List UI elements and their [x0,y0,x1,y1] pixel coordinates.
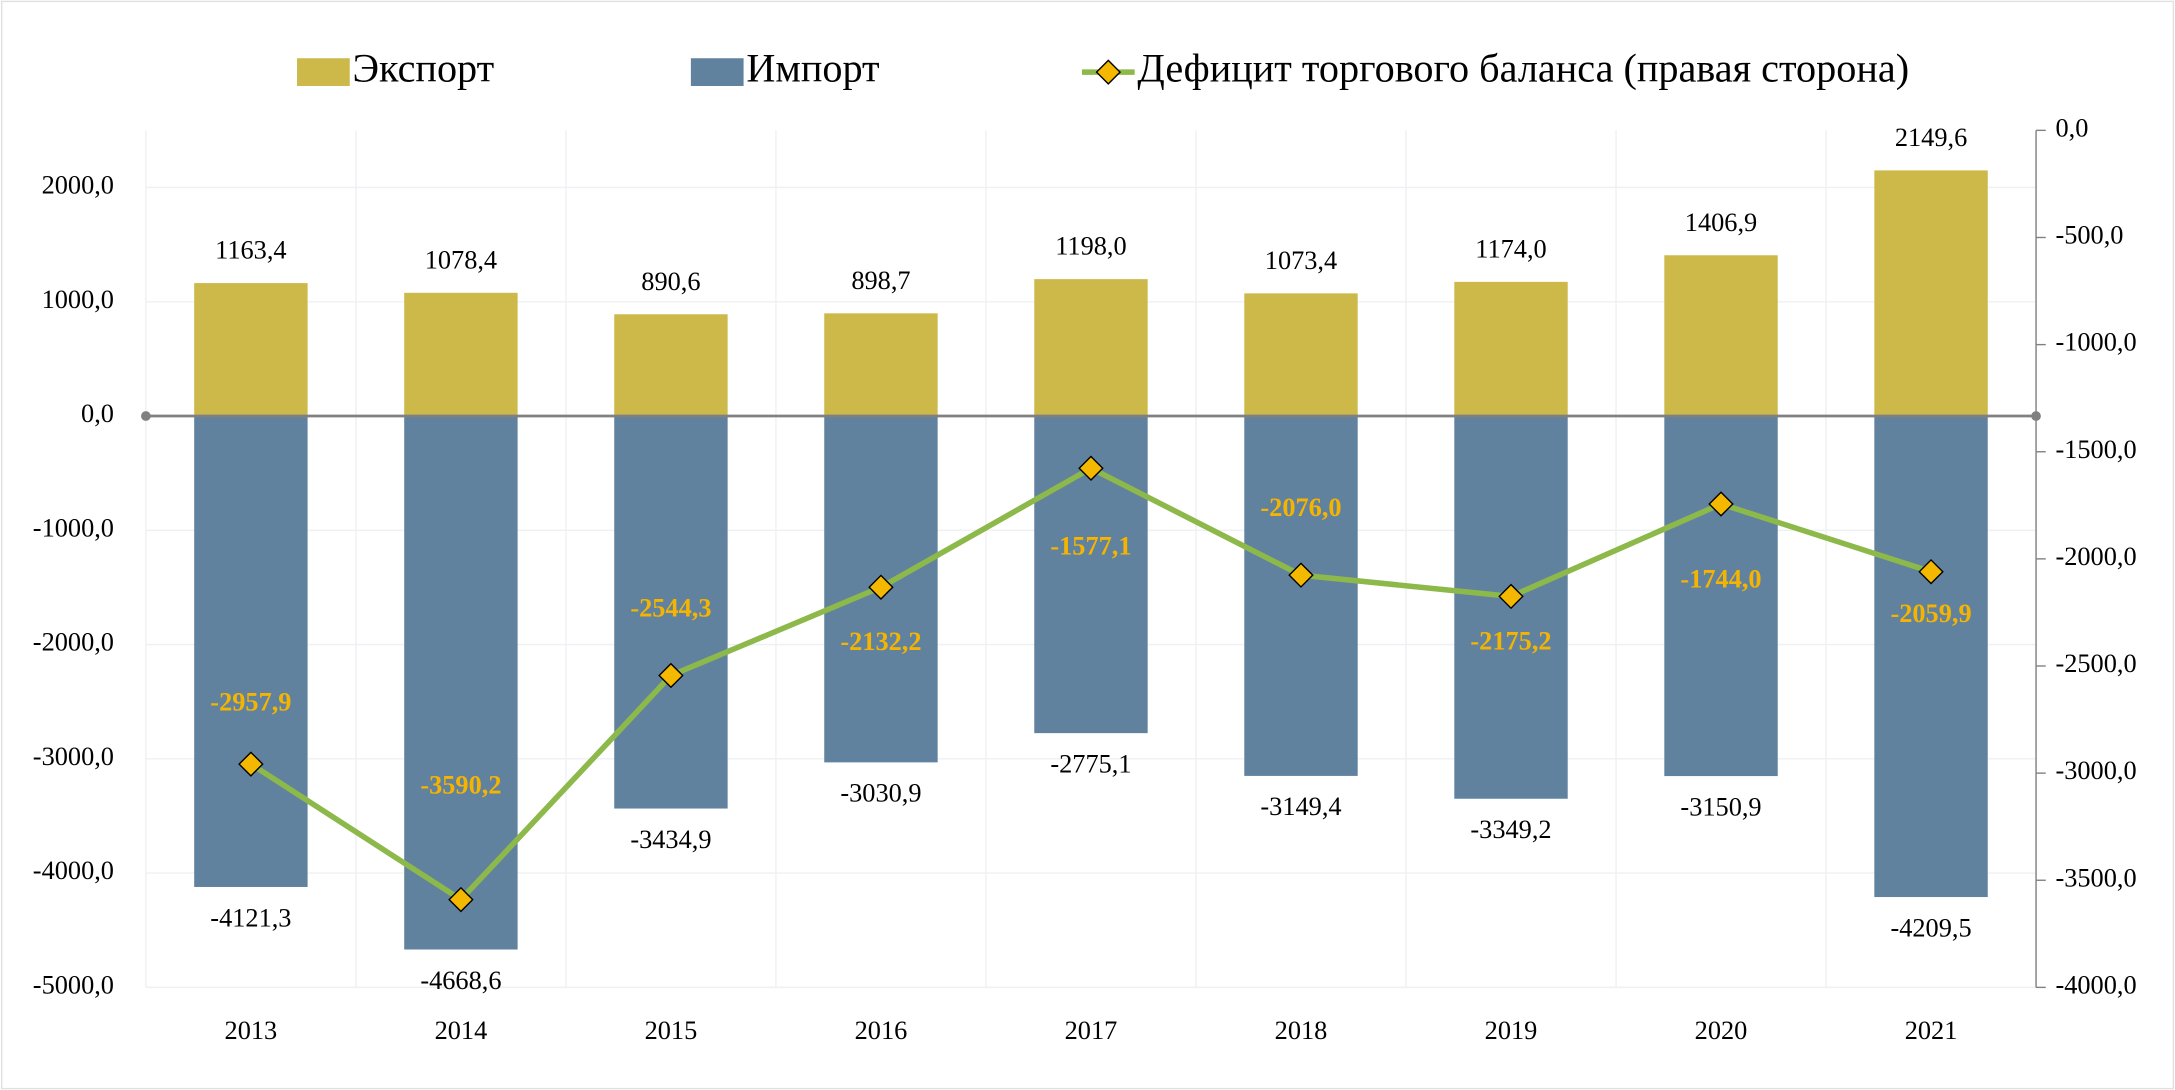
x-tick-label: 2018 [1275,1016,1328,1045]
legend-label: Дефицит торгового баланса (правая сторон… [1137,45,1909,90]
x-tick-label: 2014 [435,1016,488,1045]
bar [194,416,308,887]
y2-tick-label: -500,0 [2055,221,2123,250]
legend-label: Экспорт [353,45,495,90]
y2-tick-label: -4000,0 [2055,970,2136,999]
y2-tick-label: -3000,0 [2055,756,2136,785]
y2-tick-label: -1000,0 [2055,328,2136,357]
y2-tick-label: 0,0 [2055,113,2088,142]
data-label: -3434,9 [630,825,711,854]
x-tick-label: 2017 [1065,1016,1118,1045]
y-tick-label: -3000,0 [33,742,114,771]
data-label: -2059,9 [1890,599,1971,628]
data-label: 1174,0 [1475,234,1546,263]
y-tick-label: -1000,0 [33,513,114,542]
axis-end [2031,411,2041,421]
legend-swatch [690,58,744,86]
bar [404,416,518,950]
data-label: 1163,4 [215,236,286,265]
marker [448,886,474,913]
data-label: -2132,2 [840,627,921,656]
bar [1034,279,1148,417]
y2-tick-label: -2500,0 [2055,649,2136,678]
legend-label: Импорт [746,45,879,90]
bar [404,292,518,417]
data-label: -1577,1 [1050,532,1131,561]
marker [1078,455,1104,482]
data-label: -2076,0 [1260,493,1341,522]
y-tick-label: -2000,0 [33,628,114,657]
data-label: 1406,9 [1685,208,1757,237]
bar [614,416,728,809]
y-tick-label: 2000,0 [42,171,114,200]
data-label: -4668,6 [420,966,501,995]
data-label: -3149,4 [1260,792,1341,821]
y-tick-label: -4000,0 [33,856,114,885]
x-tick-label: 2015 [645,1016,698,1045]
x-tick-label: 2016 [855,1016,908,1045]
data-label: 1198,0 [1055,232,1126,261]
x-tick-label: 2021 [1905,1016,1958,1045]
legend-marker [1095,59,1122,85]
bar [1874,416,1988,898]
marker [1498,583,1524,610]
data-label: 2149,6 [1895,123,1967,152]
data-label: 1078,4 [425,245,497,274]
y2-tick-label: -2000,0 [2055,542,2136,571]
y2-tick-label: -3500,0 [2055,863,2136,892]
marker [238,751,264,777]
bar [1874,170,1988,417]
data-label: -2957,9 [210,688,291,717]
bar [614,314,728,417]
marker [1918,558,1944,585]
bar [1454,281,1568,417]
marker [1288,562,1314,588]
legend-swatch [297,58,350,86]
bar [1244,293,1358,417]
marker [868,574,894,600]
y-tick-label: 0,0 [81,399,114,428]
bar [1244,416,1358,776]
data-label: -2544,3 [630,593,711,622]
data-label: -3030,9 [840,779,921,808]
data-label: -3590,2 [420,770,501,799]
data-label: 890,6 [641,267,700,296]
axis-end [141,411,151,421]
data-label: 1073,4 [1265,246,1337,275]
y-tick-label: -5000,0 [33,970,114,999]
x-tick-label: 2013 [225,1016,278,1045]
data-label: -4121,3 [210,903,291,932]
bar [824,313,938,417]
marker [658,662,684,689]
data-label: 898,7 [851,266,910,295]
data-label: -1744,0 [1680,565,1761,594]
y2-tick-label: -1500,0 [2055,435,2136,464]
y-tick-label: 1000,0 [42,285,114,314]
bar [1664,416,1778,777]
x-tick-label: 2019 [1485,1016,1538,1045]
marker [1708,491,1734,517]
data-label: -4209,5 [1890,913,1971,942]
data-label: -3349,2 [1470,815,1551,844]
data-label: -3150,9 [1680,792,1761,821]
x-tick-label: 2020 [1695,1016,1748,1045]
data-label: -2175,2 [1470,627,1551,656]
bar [194,283,308,417]
data-label: -2775,1 [1050,749,1131,778]
bar [1664,255,1778,417]
